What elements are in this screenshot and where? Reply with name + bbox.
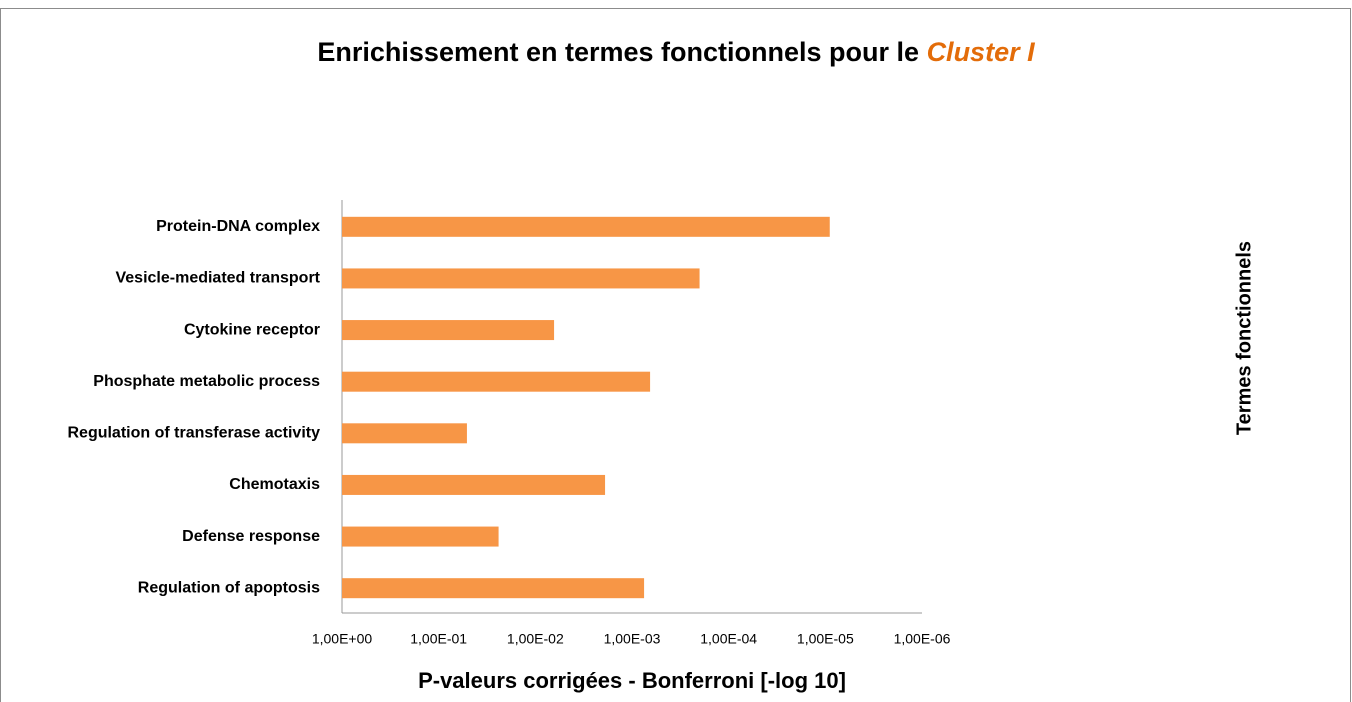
y-tick-label: Cytokine receptor bbox=[184, 321, 320, 338]
x-tick-label: 1,00E-01 bbox=[410, 631, 467, 647]
title-emphasis: Cluster I bbox=[927, 37, 1036, 67]
y-tick-label: Defense response bbox=[182, 528, 320, 545]
y-tick-label: Chemotaxis bbox=[229, 476, 320, 493]
x-tick-label: 1,00E-04 bbox=[700, 631, 757, 647]
bar bbox=[342, 268, 700, 289]
bar bbox=[342, 526, 499, 547]
bar bbox=[342, 578, 645, 599]
x-tick-label: 1,00E+00 bbox=[312, 631, 373, 647]
title-main: Enrichissement en termes fonctionnels po… bbox=[317, 37, 919, 67]
y-tick-label: Protein-DNA complex bbox=[156, 218, 320, 235]
y-tick-label: Regulation of transferase activity bbox=[67, 425, 320, 442]
chart-frame bbox=[0, 8, 1351, 702]
x-tick-label: 1,00E-02 bbox=[507, 631, 564, 647]
y-axis-label: Termes fonctionnels bbox=[1233, 241, 1255, 435]
y-tick-label: Regulation of apoptosis bbox=[138, 579, 320, 596]
chart-title: Enrichissement en termes fonctionnels po… bbox=[317, 37, 1035, 67]
bar bbox=[342, 474, 606, 495]
bar bbox=[342, 371, 651, 392]
bar bbox=[342, 423, 467, 444]
bar bbox=[342, 320, 555, 341]
y-tick-label: Phosphate metabolic process bbox=[93, 373, 320, 390]
x-tick-label: 1,00E-03 bbox=[604, 631, 661, 647]
bar bbox=[342, 216, 830, 237]
x-tick-label: 1,00E-06 bbox=[894, 631, 951, 647]
x-tick-label: 1,00E-05 bbox=[797, 631, 854, 647]
y-tick-label: Vesicle-mediated transport bbox=[115, 270, 320, 287]
x-axis-label: P-valeurs corrigées - Bonferroni [-log 1… bbox=[418, 668, 846, 693]
